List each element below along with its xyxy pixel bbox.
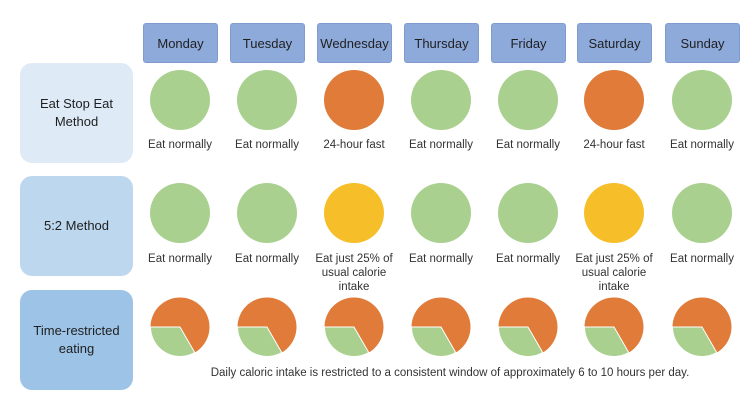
- time-restricted-footnote: Daily caloric intake is restricted to a …: [210, 367, 690, 379]
- eating-window-slice: [411, 326, 457, 357]
- day-header-monday: Monday: [143, 23, 218, 63]
- day-header-sunday: Sunday: [665, 23, 740, 63]
- eating-window-pie: [411, 297, 471, 357]
- day-status-circle: [411, 183, 471, 243]
- day-caption: Eat normally: [496, 253, 560, 265]
- eating-window-slice: [584, 326, 630, 357]
- day-caption: 24-hour fast: [583, 139, 645, 151]
- day-caption: Eat normally: [409, 139, 473, 151]
- eating-window-slice: [324, 326, 370, 357]
- day-status-circle: [411, 70, 471, 130]
- day-caption: Eat normally: [148, 139, 212, 151]
- day-caption: Eat normally: [670, 139, 734, 151]
- day-caption: 24-hour fast: [323, 139, 385, 151]
- eating-window-slice: [237, 326, 283, 357]
- day-header-wednesday: Wednesday: [317, 23, 392, 63]
- day-status-circle: [498, 183, 558, 243]
- day-status-circle: [150, 70, 210, 130]
- day-status-circle: [498, 70, 558, 130]
- day-caption: Eat just 25% of usual calorie intake: [575, 253, 653, 293]
- day-caption: Eat normally: [496, 139, 560, 151]
- day-status-circle: [150, 183, 210, 243]
- method-label-eat-stop-eat-method: Eat Stop Eat Method: [20, 63, 133, 163]
- day-status-circle: [324, 70, 384, 130]
- day-status-circle: [584, 70, 644, 130]
- day-header-thursday: Thursday: [404, 23, 479, 63]
- day-status-circle: [237, 70, 297, 130]
- day-caption: Eat just 25% of usual calorie intake: [315, 253, 393, 293]
- eating-window-pie: [324, 297, 384, 357]
- eating-window-pie: [237, 297, 297, 357]
- day-header-friday: Friday: [491, 23, 566, 63]
- eating-window-slice: [150, 326, 196, 357]
- day-caption: Eat normally: [235, 139, 299, 151]
- method-label-time-restricted-eating: Time-restricted eating: [20, 290, 133, 390]
- eating-window-pie: [150, 297, 210, 357]
- eating-window-slice: [498, 326, 544, 357]
- eating-window-slice: [672, 326, 718, 357]
- day-caption: Eat normally: [670, 253, 734, 265]
- day-status-circle: [672, 183, 732, 243]
- day-caption: Eat normally: [235, 253, 299, 265]
- day-header-tuesday: Tuesday: [230, 23, 305, 63]
- eating-window-pie: [498, 297, 558, 357]
- day-caption: Eat normally: [409, 253, 473, 265]
- day-header-saturday: Saturday: [577, 23, 652, 63]
- day-caption: Eat normally: [148, 253, 212, 265]
- eating-window-pie: [584, 297, 644, 357]
- day-status-circle: [237, 183, 297, 243]
- day-status-circle: [324, 183, 384, 243]
- day-status-circle: [672, 70, 732, 130]
- method-label-5-2-method: 5:2 Method: [20, 176, 133, 276]
- day-status-circle: [584, 183, 644, 243]
- eating-window-pie: [672, 297, 732, 357]
